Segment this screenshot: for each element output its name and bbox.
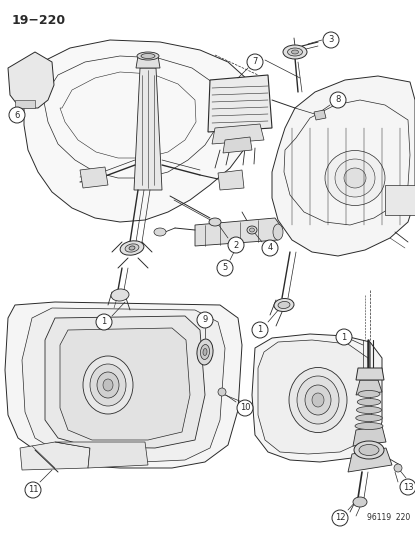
Circle shape: [96, 314, 112, 330]
Ellipse shape: [97, 372, 119, 398]
Ellipse shape: [209, 218, 221, 226]
Circle shape: [336, 329, 352, 345]
Ellipse shape: [137, 52, 159, 60]
Ellipse shape: [274, 298, 294, 311]
Circle shape: [330, 92, 346, 108]
Polygon shape: [208, 75, 272, 132]
Circle shape: [247, 54, 263, 70]
Polygon shape: [60, 328, 190, 440]
Ellipse shape: [356, 407, 381, 414]
Text: 96119  220: 96119 220: [367, 513, 410, 522]
Polygon shape: [272, 76, 415, 256]
Ellipse shape: [291, 50, 298, 54]
Ellipse shape: [247, 226, 257, 234]
Circle shape: [394, 464, 402, 472]
Polygon shape: [353, 426, 386, 446]
Polygon shape: [356, 368, 384, 380]
Text: 10: 10: [240, 403, 250, 413]
Ellipse shape: [297, 376, 339, 424]
Ellipse shape: [111, 289, 129, 301]
Ellipse shape: [103, 379, 113, 391]
Polygon shape: [5, 302, 242, 468]
Text: 4: 4: [267, 244, 273, 253]
Ellipse shape: [154, 228, 166, 236]
Ellipse shape: [358, 391, 380, 398]
Ellipse shape: [249, 228, 254, 232]
Circle shape: [218, 388, 226, 396]
Ellipse shape: [125, 244, 139, 252]
Ellipse shape: [355, 423, 383, 430]
Circle shape: [9, 107, 25, 123]
Polygon shape: [385, 185, 415, 215]
Ellipse shape: [354, 441, 384, 459]
Circle shape: [332, 510, 348, 526]
Ellipse shape: [203, 349, 207, 356]
Ellipse shape: [200, 344, 210, 359]
Polygon shape: [356, 380, 382, 395]
Text: 9: 9: [203, 316, 208, 325]
Polygon shape: [80, 167, 108, 188]
Text: 1: 1: [257, 326, 263, 335]
Ellipse shape: [90, 364, 126, 406]
Text: 12: 12: [335, 513, 345, 522]
Text: 3: 3: [328, 36, 334, 44]
Polygon shape: [212, 124, 264, 144]
Ellipse shape: [359, 445, 379, 456]
Circle shape: [25, 482, 41, 498]
Polygon shape: [15, 100, 35, 108]
Polygon shape: [223, 137, 252, 153]
Polygon shape: [134, 68, 162, 190]
Text: 8: 8: [335, 95, 341, 104]
Circle shape: [323, 32, 339, 48]
Circle shape: [262, 240, 278, 256]
Ellipse shape: [273, 224, 283, 240]
Ellipse shape: [288, 48, 303, 56]
Ellipse shape: [120, 241, 144, 255]
Polygon shape: [24, 40, 258, 222]
Text: 7: 7: [252, 58, 258, 67]
Polygon shape: [252, 334, 382, 462]
Ellipse shape: [289, 367, 347, 432]
Ellipse shape: [197, 339, 213, 365]
Circle shape: [228, 237, 244, 253]
Polygon shape: [136, 56, 160, 68]
Ellipse shape: [129, 246, 135, 250]
Polygon shape: [20, 442, 90, 470]
Ellipse shape: [335, 159, 375, 197]
Ellipse shape: [305, 385, 331, 415]
Polygon shape: [258, 340, 372, 454]
Text: 5: 5: [222, 263, 227, 272]
Text: 2: 2: [233, 240, 239, 249]
Ellipse shape: [278, 302, 290, 309]
Polygon shape: [22, 308, 225, 462]
Circle shape: [197, 312, 213, 328]
Text: 11: 11: [28, 486, 38, 495]
Circle shape: [400, 479, 415, 495]
Ellipse shape: [312, 393, 324, 407]
Polygon shape: [55, 442, 148, 468]
Polygon shape: [195, 218, 282, 246]
Ellipse shape: [325, 150, 385, 206]
Text: 13: 13: [403, 482, 413, 491]
Text: 19−220: 19−220: [12, 14, 66, 27]
Text: 1: 1: [342, 333, 347, 342]
Polygon shape: [218, 170, 244, 190]
Polygon shape: [8, 52, 54, 108]
Ellipse shape: [283, 45, 307, 59]
Circle shape: [252, 322, 268, 338]
Ellipse shape: [141, 53, 155, 59]
Ellipse shape: [356, 415, 382, 422]
Polygon shape: [348, 448, 392, 472]
Ellipse shape: [353, 497, 367, 507]
Ellipse shape: [83, 356, 133, 414]
Polygon shape: [45, 316, 205, 448]
Polygon shape: [314, 110, 326, 120]
Text: 6: 6: [14, 110, 20, 119]
Circle shape: [237, 400, 253, 416]
Ellipse shape: [357, 399, 381, 406]
Ellipse shape: [344, 168, 366, 188]
Text: 1: 1: [101, 318, 107, 327]
Circle shape: [217, 260, 233, 276]
